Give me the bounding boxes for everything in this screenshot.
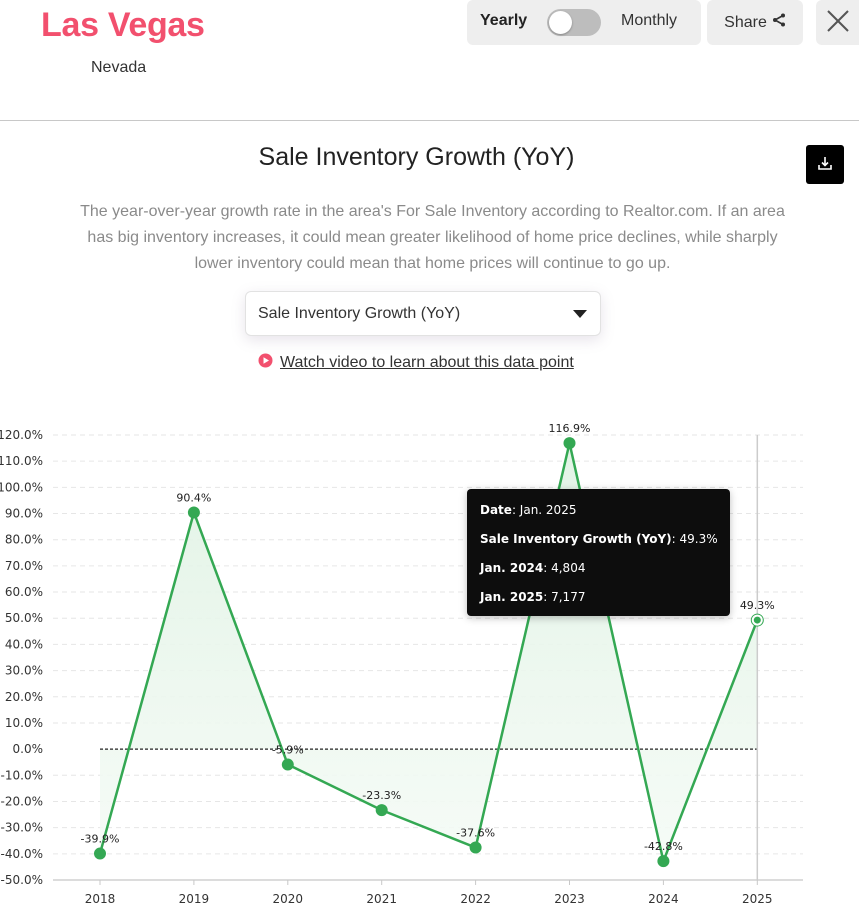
toggle-label-yearly[interactable]: Yearly [480,12,528,29]
share-icon [772,13,786,32]
y-axis-tick: 90.0% [5,507,43,521]
data-point-label: -37.6% [456,827,495,840]
download-icon [817,155,833,175]
y-axis-tick: 0.0% [13,742,44,756]
data-point-label: -5.9% [272,744,304,757]
data-point-label: 116.9% [549,422,591,435]
city-title: Las Vegas [41,6,205,44]
y-axis-tick: 110.0% [0,454,43,468]
x-axis-tick: 2024 [648,892,679,906]
watch-video-link-label: Watch video to learn about this data poi… [280,353,574,371]
y-axis-tick: 60.0% [5,585,43,599]
caret-down-icon [572,304,588,323]
y-axis-tick: -20.0% [1,794,43,808]
y-axis-tick: 80.0% [5,533,43,547]
tooltip-row-value: Sale Inventory Growth (YoY): 49.3% [480,532,718,546]
close-button[interactable] [816,0,859,45]
chart-tooltip: Date: Jan. 2025 Sale Inventory Growth (Y… [467,489,730,616]
metric-description: The year-over-year growth rate in the ar… [80,203,785,272]
tooltip-row-curr-year: Jan. 2025: 7,177 [480,590,586,604]
data-point[interactable] [375,804,388,817]
data-point-label: -39.9% [81,833,120,846]
data-point-active[interactable] [753,616,761,624]
data-point-label: -42.8% [644,840,683,853]
line-chart[interactable]: 120.0% 110.0% 100.0% 90.0% 80.0% 70.0% 60.0% 50… [0,420,859,909]
data-point-label: 49.3% [740,599,775,612]
x-axis-tick: 2021 [366,892,397,906]
y-axis-tick: 70.0% [5,559,43,573]
y-axis-tick: -40.0% [1,847,43,861]
tooltip-row-prev-year: Jan. 2024: 4,804 [480,561,586,575]
share-button[interactable]: Share [707,0,803,45]
x-axis-tick: 2020 [273,892,304,906]
metric-dropdown[interactable]: Sale Inventory Growth (YoY) [245,291,601,336]
y-axis-tick: 30.0% [5,664,43,678]
download-button[interactable] [806,145,844,184]
y-axis-tick: 10.0% [5,716,43,730]
period-toggle-group: Yearly Monthly [467,0,701,45]
chart-canvas[interactable]: 120.0% 110.0% 100.0% 90.0% 80.0% 70.0% 60.0% 50… [0,420,859,909]
state-subtitle: Nevada [91,59,147,76]
y-axis-tick: 100.0% [0,480,43,494]
data-point[interactable] [657,855,670,868]
data-point[interactable] [187,506,200,519]
y-axis-tick: 40.0% [5,637,43,651]
x-axis-tick: 2023 [554,892,585,906]
y-axis-tick: -30.0% [1,821,43,835]
share-button-label: Share [724,13,767,31]
data-point[interactable] [94,847,106,860]
x-axis-tick: 2022 [460,892,491,906]
data-point[interactable] [563,437,576,450]
data-point[interactable] [281,758,294,771]
toggle-label-monthly[interactable]: Monthly [621,12,678,29]
watch-video-link[interactable]: Watch video to learn about this data poi… [258,353,574,372]
play-circle-icon [258,353,273,372]
data-point-label: -23.3% [362,789,401,802]
x-axis-tick: 2019 [179,892,210,906]
data-point-label: 90.4% [176,491,211,504]
close-icon [826,9,850,37]
x-axis-tick: 2018 [85,892,116,906]
y-axis-tick: -50.0% [1,873,43,887]
y-axis-tick: 50.0% [5,611,43,625]
x-axis-tick: 2025 [742,892,773,906]
metric-dropdown-value: Sale Inventory Growth (YoY) [258,304,461,322]
data-point[interactable] [469,841,482,854]
location-header: Las Vegas Nevada Yearly Monthly Share [0,0,859,121]
y-axis-tick: -10.0% [1,768,43,782]
y-axis-tick: 20.0% [5,690,43,704]
period-toggle-switch[interactable] [547,9,601,36]
tooltip-row-date: Date: Jan. 2025 [480,503,577,517]
toggle-knob [549,11,572,34]
chart-title: Sale Inventory Growth (YoY) [258,143,575,171]
y-axis-tick: 120.0% [0,428,43,442]
